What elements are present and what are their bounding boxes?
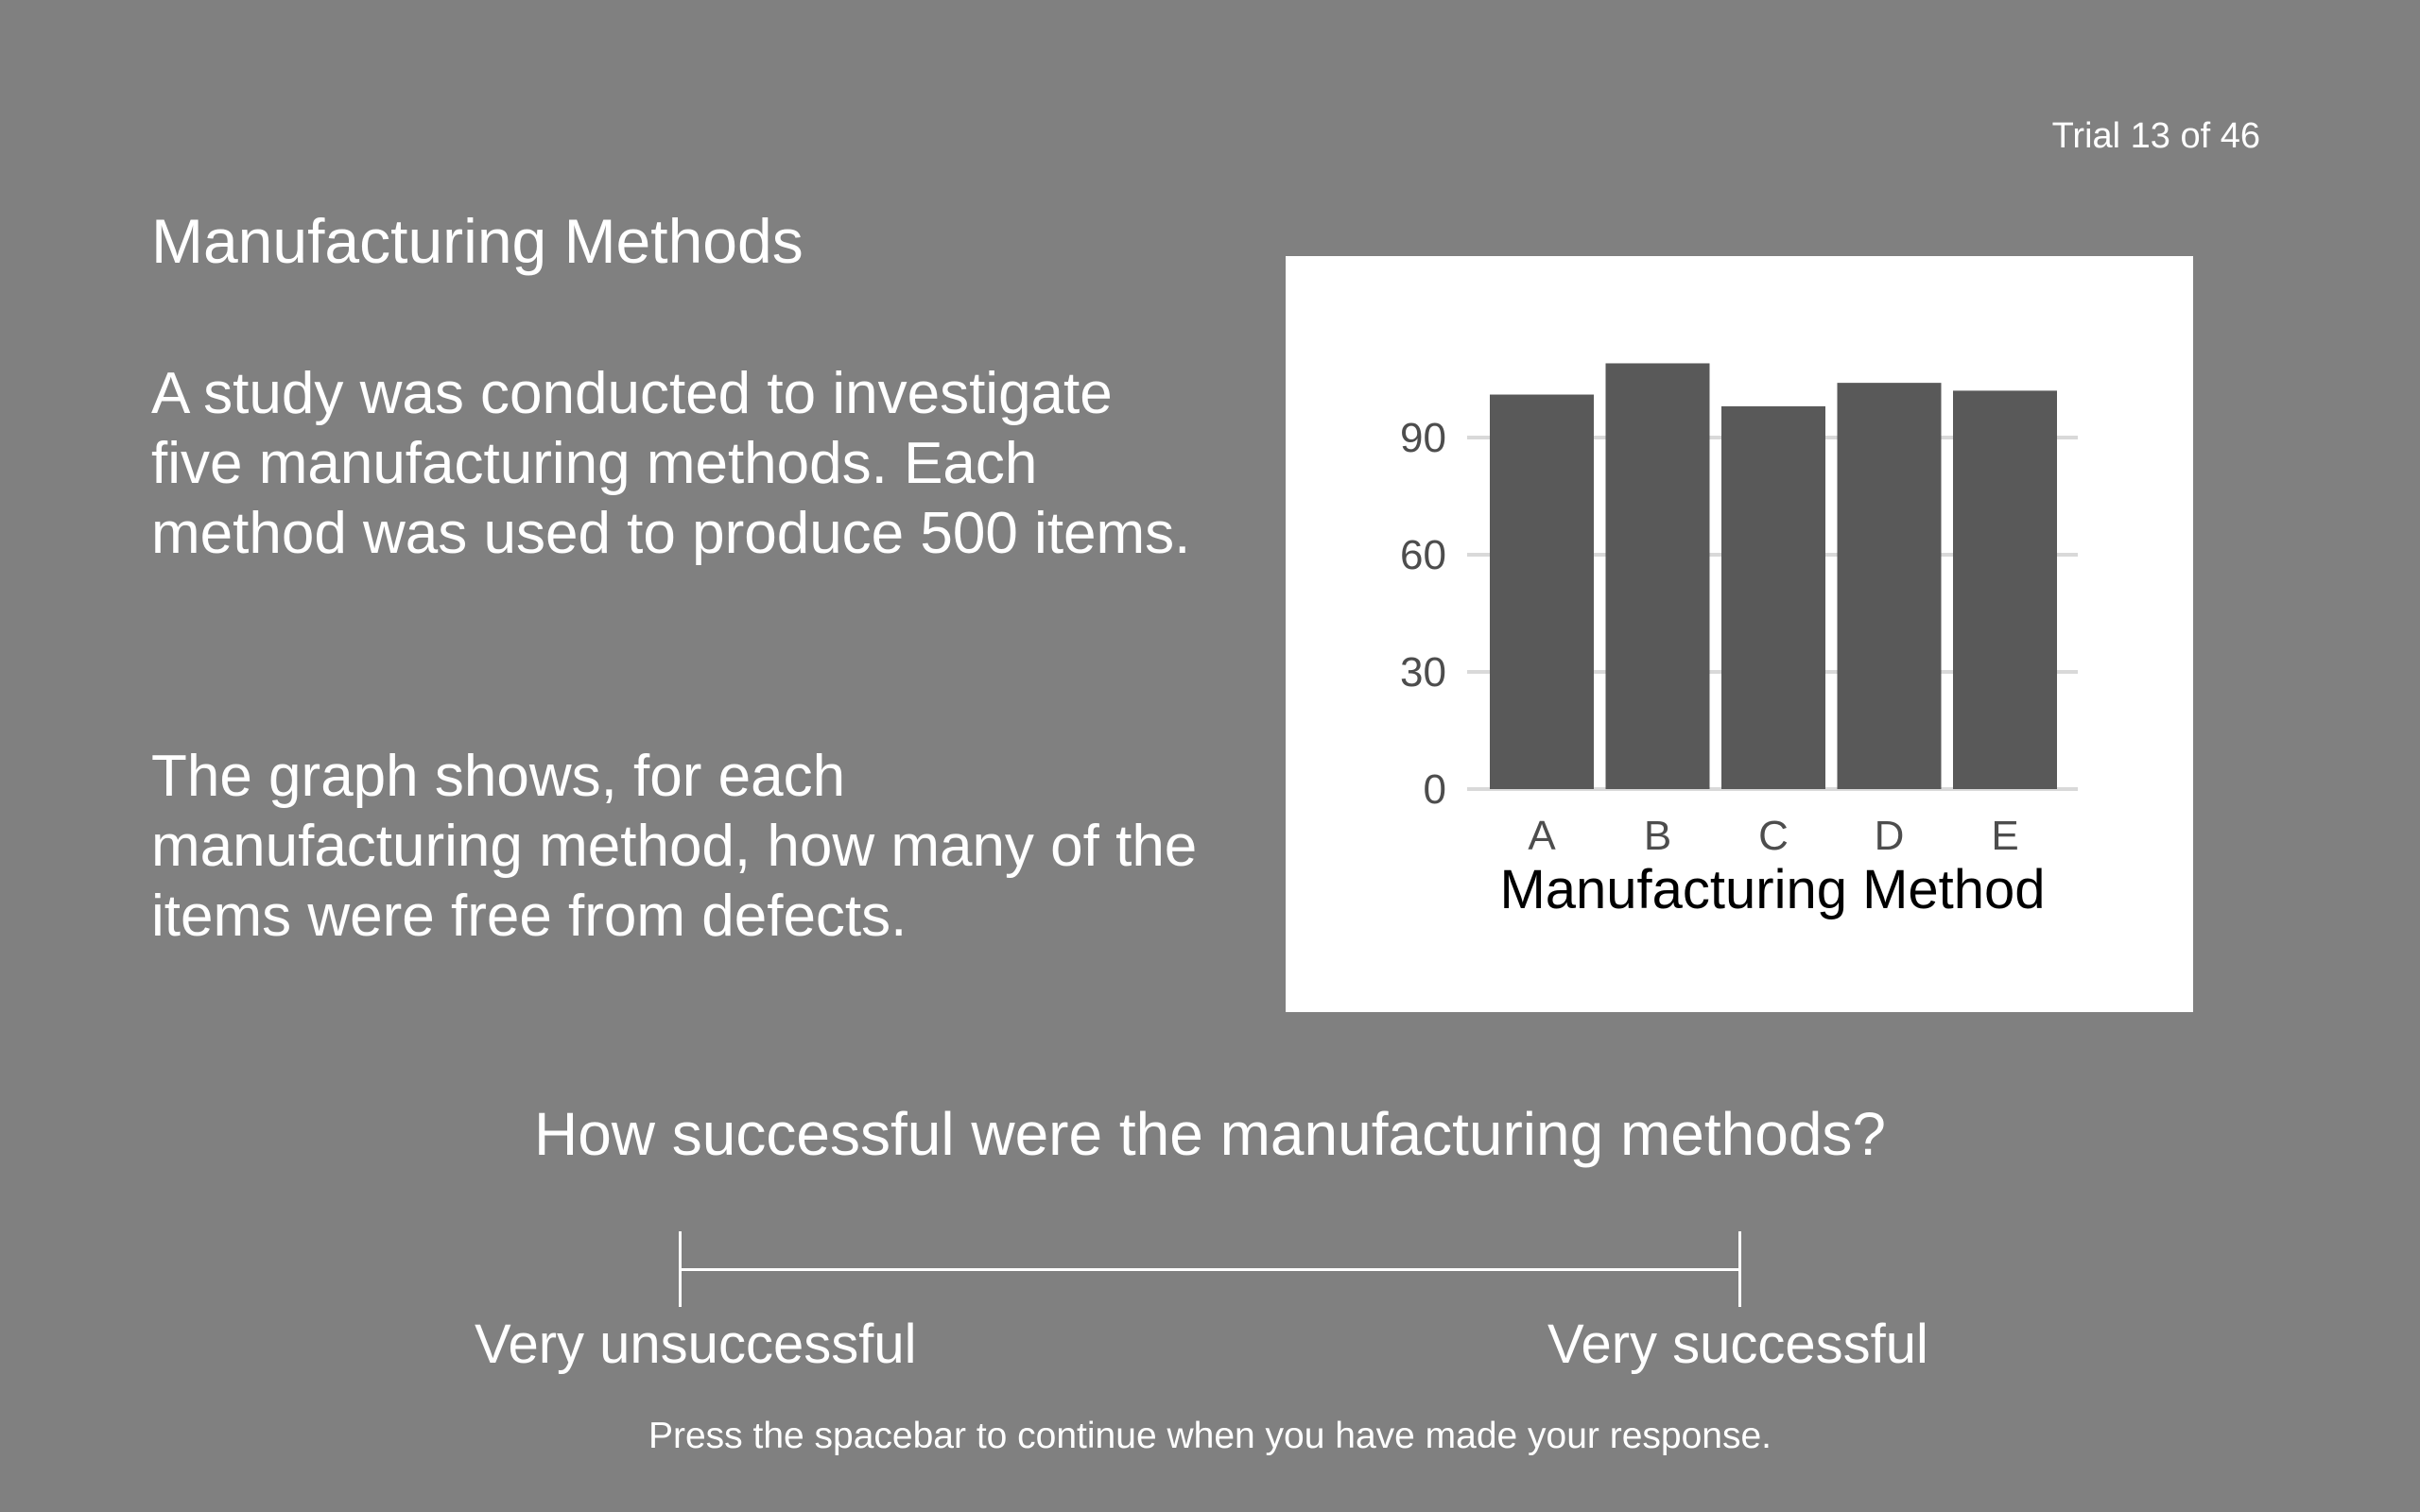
graph-description: The graph shows, for each manufacturing … — [151, 744, 1198, 949]
rating-scale-right-endpoint — [1738, 1231, 1741, 1307]
chart-bars — [1490, 363, 2057, 789]
bar-A — [1490, 394, 1594, 789]
continue-instructions: Press the spacebar to continue when you … — [648, 1416, 1772, 1456]
x-axis-ticks: A B C D E — [1528, 813, 2018, 859]
y-tick-label: 60 — [1400, 532, 1446, 578]
y-tick-label: 30 — [1400, 649, 1446, 696]
x-tick-label-D: D — [1875, 813, 1905, 859]
scale-label-high: Very successful — [1547, 1314, 1928, 1375]
bar-chart: 0 30 60 90 A B C D E Manufacturing Method — [1400, 363, 2078, 920]
x-tick-label-E: E — [1991, 813, 2018, 859]
bar-B — [1605, 363, 1710, 789]
rating-scale-line[interactable] — [679, 1268, 1741, 1271]
bar-chart-panel: 0 30 60 90 A B C D E Manufacturing Method — [1286, 256, 2193, 1012]
x-axis-title: Manufacturing Method — [1499, 859, 2045, 920]
study-description: A study was conducted to investigate fiv… — [151, 361, 1191, 566]
question-prompt: How successful were the manufacturing me… — [533, 1100, 1887, 1168]
bar-E — [1953, 390, 2057, 789]
y-axis-ticks: 0 30 60 90 — [1400, 415, 1446, 813]
x-tick-label-B: B — [1644, 813, 1671, 859]
rating-scale[interactable] — [679, 1231, 1741, 1307]
x-tick-label-A: A — [1528, 813, 1556, 859]
y-tick-label: 90 — [1400, 415, 1446, 461]
trial-counter: Trial 13 of 46 — [2051, 116, 2260, 156]
bar-C — [1721, 405, 1825, 789]
scale-label-low: Very unsuccessful — [475, 1314, 917, 1375]
rating-scale-left-endpoint — [679, 1231, 682, 1307]
x-tick-label-C: C — [1758, 813, 1789, 859]
page-title: Manufacturing Methods — [151, 206, 804, 276]
y-tick-label: 0 — [1424, 766, 1446, 813]
bar-D — [1837, 383, 1942, 789]
